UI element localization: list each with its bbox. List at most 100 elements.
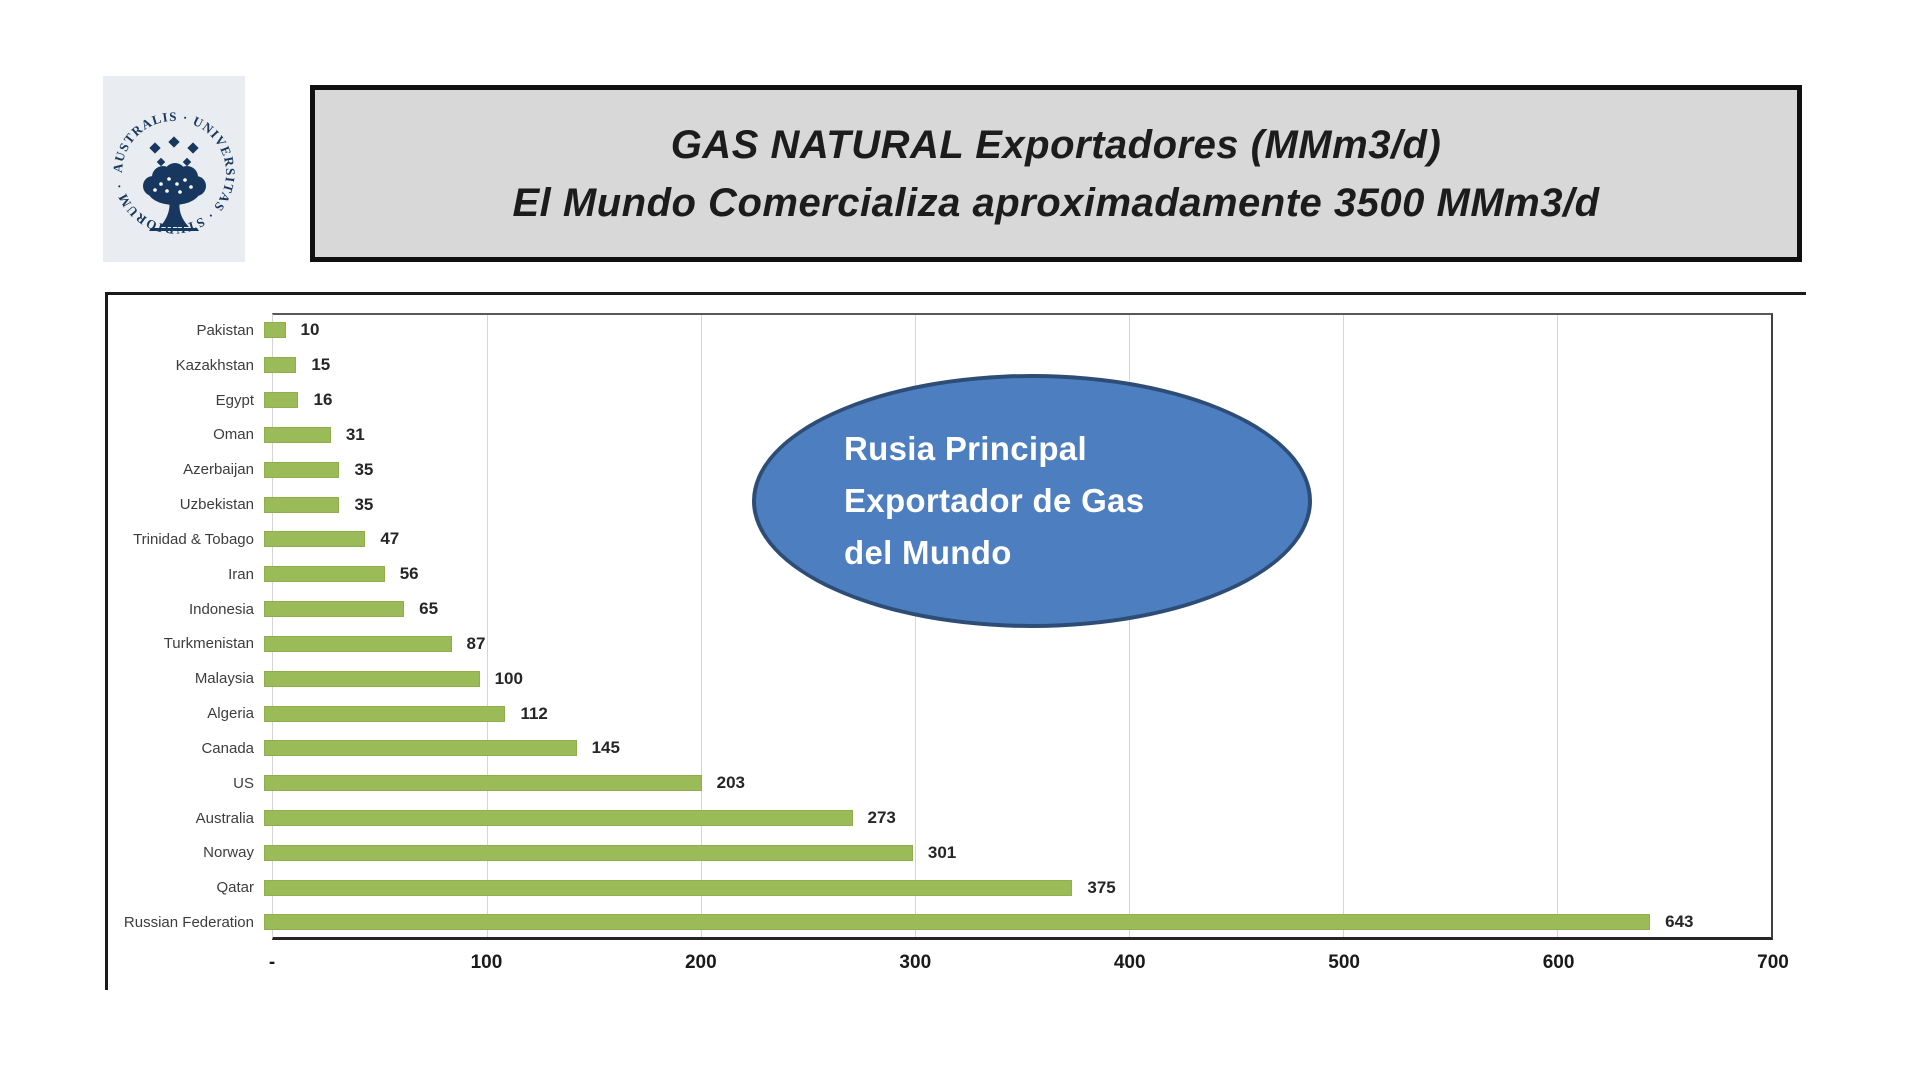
bar-track: 643	[264, 905, 1773, 940]
bar	[264, 566, 385, 583]
bar-track: 301	[264, 835, 1773, 870]
category-label: Qatar	[216, 879, 254, 897]
bar-row: Trinidad & Tobago 47	[100, 522, 1773, 557]
value-label: 56	[399, 564, 419, 584]
value-label: 35	[354, 459, 374, 479]
bar-row: Uzbekistan 35	[100, 487, 1773, 522]
title-box: GAS NATURAL Exportadores (MMm3/d) El Mun…	[310, 85, 1802, 262]
bar	[264, 322, 286, 339]
category-label: Uzbekistan	[179, 496, 254, 514]
bar-row: Azerbaijan 35	[100, 452, 1773, 487]
category-label: Canada	[201, 739, 254, 757]
value-label: 112	[520, 703, 548, 723]
gridline	[701, 315, 702, 937]
annotation-line1: Rusia Principal	[844, 429, 1087, 467]
bar-row: Oman 31	[100, 417, 1773, 452]
x-tick-label: -	[268, 952, 276, 973]
bar-track: 16	[264, 383, 1773, 418]
bar-row: Norway 301	[100, 835, 1773, 870]
value-label: 145	[591, 738, 620, 758]
value-label: 375	[1087, 877, 1116, 897]
bar-track: 100	[264, 661, 1773, 696]
annotation-text: Rusia Principal Exportador de Gas del Mu…	[756, 423, 1144, 579]
bar-track: 112	[264, 696, 1773, 731]
chart-rows: Pakistan 10 Kazakhstan 15 Egypt 16 Oman 31 Azerb…	[100, 313, 1773, 940]
bar	[264, 531, 366, 548]
value-label: 35	[354, 494, 374, 514]
x-tick-label: 200	[684, 952, 717, 973]
category-label: Kazakhstan	[175, 356, 254, 374]
seal-tree-icon	[143, 163, 206, 231]
bar-track: 273	[264, 801, 1773, 836]
bar-row: US 203	[100, 766, 1773, 801]
annotation-ellipse: Rusia Principal Exportador de Gas del Mu…	[752, 374, 1312, 628]
value-label: 65	[419, 599, 439, 619]
bar	[264, 844, 913, 861]
bar-track: 375	[264, 870, 1773, 905]
bar-track: 10	[264, 313, 1773, 348]
bar	[264, 670, 480, 687]
value-label: 100	[494, 668, 523, 688]
annotation-line3: del Mundo	[844, 534, 1012, 572]
university-seal-icon: AUSTRALIS · UNIVERSITAS · STUDIORUM ·	[103, 76, 245, 262]
bar	[264, 914, 1651, 931]
gridline	[487, 315, 488, 937]
category-label: Pakistan	[196, 321, 254, 339]
bar-track: 31	[264, 417, 1773, 452]
category-label: Australia	[195, 809, 254, 827]
category-label: Indonesia	[188, 600, 254, 618]
value-label: 16	[313, 390, 333, 410]
bar-track: 203	[264, 766, 1773, 801]
gridline	[915, 315, 916, 937]
bar-track: 56	[264, 557, 1773, 592]
x-axis-ticks: - 100 200 300 400 500 600 700	[268, 952, 1789, 982]
bar	[264, 810, 853, 826]
bar-track: 35	[264, 452, 1773, 487]
bar-row: Pakistan 10	[100, 313, 1773, 348]
category-label: Azerbaijan	[183, 461, 254, 479]
bar	[264, 775, 702, 792]
bar-track: 65	[264, 592, 1773, 627]
category-label: Turkmenistan	[163, 635, 254, 653]
category-label: Malaysia	[194, 670, 254, 688]
value-label: 10	[300, 320, 320, 340]
university-logo: AUSTRALIS · UNIVERSITAS · STUDIORUM ·	[103, 76, 245, 262]
value-label: 643	[1665, 912, 1694, 932]
bar	[264, 740, 577, 757]
value-label: 203	[716, 773, 745, 793]
bar	[264, 879, 1073, 896]
bar-track: 47	[264, 522, 1773, 557]
bar	[264, 461, 340, 478]
gridline	[1129, 315, 1130, 937]
bar	[264, 426, 331, 443]
x-tick-label: 600	[1542, 952, 1575, 973]
gridline	[1343, 315, 1344, 937]
x-tick-label: 500	[1328, 952, 1360, 973]
category-label: Russian Federation	[123, 913, 254, 931]
bar-row: Algeria 112	[100, 696, 1773, 731]
x-tick-label: 100	[470, 952, 503, 973]
bar-track: 87	[264, 626, 1773, 661]
category-label: US	[233, 774, 254, 792]
bar	[264, 635, 452, 652]
bar	[264, 392, 299, 409]
bar-row: Malaysia 100	[100, 661, 1773, 696]
category-label: Trinidad & Tobago	[133, 530, 254, 548]
bar-row: Kazakhstan 15	[100, 348, 1773, 383]
bar-row: Egypt 16	[100, 383, 1773, 418]
category-label: Algeria	[207, 705, 254, 723]
bar-row: Qatar 375	[100, 870, 1773, 905]
bar	[264, 705, 506, 722]
chart-title-line1: GAS NATURAL Exportadores (MMm3/d)	[670, 122, 1442, 167]
value-label: 15	[311, 355, 331, 375]
value-label: 31	[345, 424, 365, 444]
value-label: 273	[867, 808, 896, 827]
bar-row: Indonesia 65	[100, 592, 1773, 627]
value-label: 87	[466, 633, 486, 653]
value-label: 301	[927, 842, 957, 862]
bar-row: Australia 273	[100, 801, 1773, 836]
bar	[264, 357, 297, 374]
bar	[264, 496, 340, 513]
bar	[264, 601, 405, 618]
